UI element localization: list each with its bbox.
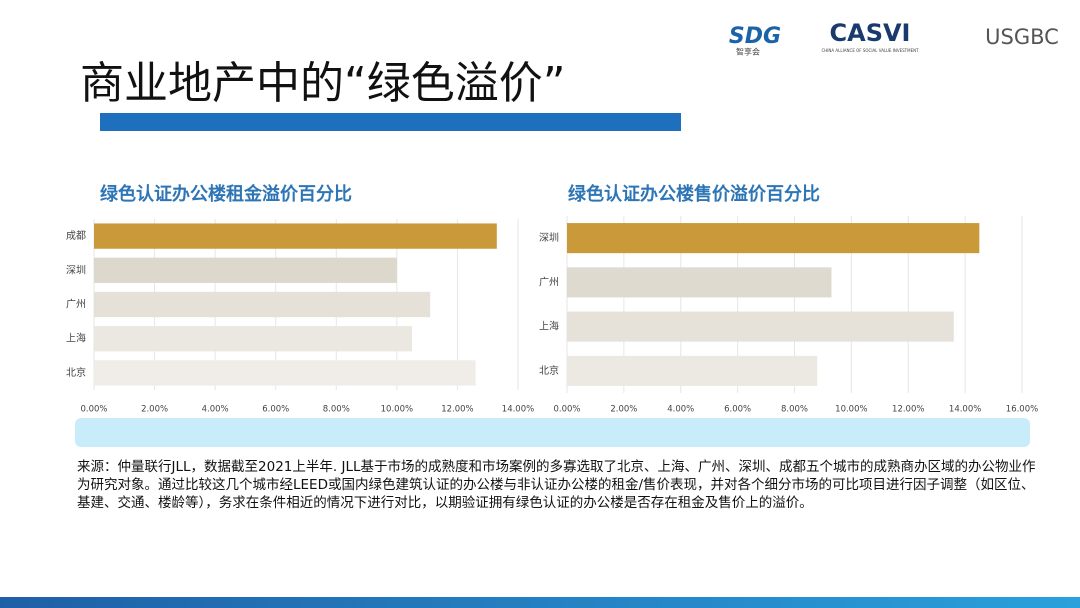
x-tick-label: 10.00%	[381, 405, 413, 415]
y-tick-label: 广州	[66, 299, 86, 311]
x-tick-label: 16.00%	[1006, 405, 1038, 415]
y-tick-label: 北京	[539, 364, 559, 377]
logo-sdg-sub: 智享会	[736, 47, 760, 57]
logo-casvi-sub: CHINA ALLIANCE OF SOCIAL VALUE INVESTMEN…	[821, 48, 919, 53]
x-tick-label: 4.00%	[667, 405, 694, 415]
x-tick-label: 6.00%	[724, 405, 751, 415]
bar	[567, 267, 832, 298]
title-underline	[100, 113, 681, 131]
y-tick-label: 深圳	[66, 264, 86, 276]
bar	[94, 291, 431, 318]
y-tick-label: 广州	[539, 276, 559, 288]
x-tick-label: 14.00%	[949, 405, 981, 415]
x-tick-label: 2.00%	[141, 405, 168, 415]
x-tick-label: 0.00%	[553, 405, 580, 415]
bar	[94, 257, 397, 283]
x-tick-label: 14.00%	[502, 405, 534, 415]
footer-stripe	[0, 597, 1080, 608]
x-tick-label: 10.00%	[835, 405, 867, 415]
bar	[567, 223, 980, 254]
x-tick-label: 0.00%	[80, 405, 107, 415]
x-tick-label: 4.00%	[202, 405, 229, 415]
bar	[94, 223, 497, 249]
bar	[567, 355, 818, 386]
chart-title: 绿色认证办公楼租金溢价百分比	[100, 183, 352, 205]
y-tick-label: 深圳	[539, 232, 559, 244]
bar	[94, 326, 412, 352]
highlight-box	[75, 418, 1030, 447]
y-tick-label: 成都	[66, 230, 86, 242]
y-tick-label: 上海	[539, 320, 559, 333]
slide-title: 商业地产中的“绿色溢价”	[80, 58, 566, 109]
x-tick-label: 8.00%	[323, 405, 350, 415]
logo-casvi: CASVI	[830, 19, 911, 47]
y-tick-label: 上海	[66, 332, 86, 345]
bar	[567, 311, 954, 342]
x-tick-label: 2.00%	[610, 405, 637, 415]
logo-usgbc: USGBC	[985, 25, 1059, 49]
logo-sdg: SDG	[729, 24, 781, 49]
x-tick-label: 12.00%	[892, 405, 924, 415]
chart-title: 绿色认证办公楼售价溢价百分比	[568, 183, 820, 205]
x-tick-label: 12.00%	[441, 405, 473, 415]
x-tick-label: 8.00%	[781, 405, 808, 415]
y-tick-label: 北京	[66, 366, 86, 379]
x-tick-label: 6.00%	[262, 405, 289, 415]
bar	[94, 360, 476, 386]
source-note: 来源：仲量联行JLL，数据截至2021上半年. JLL基于市场的成熟度和市场案例…	[77, 459, 1036, 511]
